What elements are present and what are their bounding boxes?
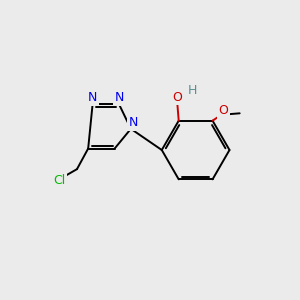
Text: O: O [218,104,228,117]
Text: H: H [188,84,197,97]
Text: N: N [128,116,138,129]
Text: N: N [88,92,97,104]
Text: Cl: Cl [53,174,65,188]
Text: N: N [115,92,124,104]
Text: O: O [172,91,182,103]
